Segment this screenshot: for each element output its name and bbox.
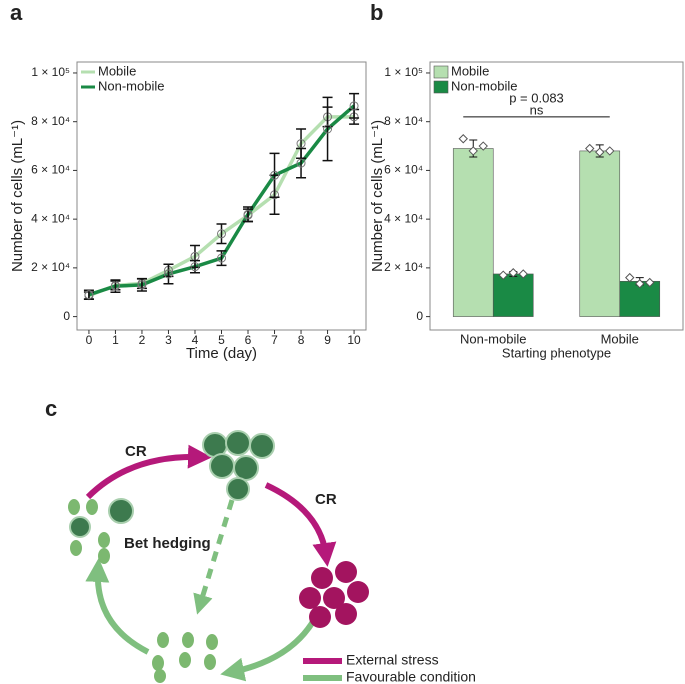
arrow-label: CR xyxy=(315,491,337,508)
x-tick-label: 2 xyxy=(139,333,146,347)
legend-label: External stress xyxy=(346,652,439,668)
y-tick-label: 4 × 10⁴ xyxy=(384,211,423,225)
y-tick-label: 8 × 10⁴ xyxy=(384,114,423,128)
error-bar xyxy=(269,152,280,198)
significance: ns xyxy=(530,102,544,117)
point xyxy=(110,281,120,291)
arrow xyxy=(85,558,150,655)
error-bar xyxy=(322,96,333,162)
replicate xyxy=(478,141,488,151)
arrow xyxy=(85,444,212,500)
replicate xyxy=(635,279,645,289)
error-bar xyxy=(296,147,307,179)
y-tick-label: 2 × 10⁴ xyxy=(384,260,423,274)
replicate xyxy=(508,268,518,278)
point xyxy=(323,124,333,134)
y-axis-title: Number of cells (mL⁻¹) xyxy=(369,120,386,272)
arrow xyxy=(193,499,235,615)
legend-label: Favourable condition xyxy=(346,669,476,684)
x-tick-label: 3 xyxy=(165,333,172,347)
x-tick-label: 7 xyxy=(271,333,278,347)
bar xyxy=(579,150,621,317)
point xyxy=(190,262,200,272)
error-bar xyxy=(349,92,360,119)
point xyxy=(217,253,226,263)
replicate xyxy=(645,277,655,288)
point xyxy=(217,229,226,239)
y-axis-title: Number of cells (mL⁻¹) xyxy=(9,120,26,272)
x-axis-title: Time (day) xyxy=(186,345,257,362)
point xyxy=(296,139,306,149)
arrow xyxy=(220,618,317,682)
line xyxy=(88,104,356,297)
diagram: c CR CR Bet hedging External stress Favo… xyxy=(45,396,476,684)
panel-label: a xyxy=(10,0,23,25)
replicate xyxy=(595,147,605,157)
y-tick-label: 6 × 10⁴ xyxy=(31,163,70,177)
point xyxy=(349,101,359,111)
legend-swatch xyxy=(433,80,449,94)
point xyxy=(296,158,306,168)
plot-frame xyxy=(429,61,684,331)
center-label: Bet hedging xyxy=(124,535,211,552)
annotation: p = 0.083 xyxy=(509,90,564,105)
replicate xyxy=(458,134,468,144)
point xyxy=(163,269,173,279)
x-tick-label: 6 xyxy=(245,333,252,347)
bar xyxy=(452,148,494,317)
arrow-label: CR xyxy=(125,443,147,460)
y-tick-label: 4 × 10⁴ xyxy=(31,211,70,225)
error-bar xyxy=(163,263,174,285)
x-tick-label: 9 xyxy=(324,333,331,347)
arrow xyxy=(264,482,337,567)
y-tick-label: 0 xyxy=(63,309,70,323)
point xyxy=(270,170,280,180)
y-tick-label: 8 × 10⁴ xyxy=(31,114,70,128)
panel-label: c xyxy=(45,396,57,421)
bar xyxy=(492,273,534,317)
y-tick-label: 2 × 10⁴ xyxy=(31,260,70,274)
legend-swatch xyxy=(433,65,449,79)
replicate xyxy=(498,270,508,280)
point xyxy=(243,209,253,219)
cells xyxy=(69,430,275,538)
point xyxy=(137,280,147,290)
error-bar xyxy=(243,206,254,223)
x-tick-label: Mobile xyxy=(601,331,639,346)
legend-label: Non-mobile xyxy=(451,78,517,93)
x-tick-label: Non-mobile xyxy=(460,331,526,346)
y-tick-label: 1 × 10⁵ xyxy=(31,65,70,79)
error-bar xyxy=(216,250,227,267)
replicate xyxy=(518,269,528,279)
cells xyxy=(68,499,218,683)
cells xyxy=(299,561,369,628)
x-tick-label: 4 xyxy=(192,333,199,347)
y-tick-label: 1 × 10⁵ xyxy=(384,65,423,79)
x-tick-label: 10 xyxy=(347,333,361,347)
x-tick-label: 5 xyxy=(218,333,225,347)
replicate xyxy=(605,146,615,156)
legend-label: Non-mobile xyxy=(98,78,164,93)
x-tick-label: 1 xyxy=(112,333,119,347)
replicate xyxy=(625,272,635,283)
panel-label: b xyxy=(370,0,383,25)
replicate xyxy=(585,143,595,154)
legend-label: Mobile xyxy=(451,63,489,78)
legend-label: Mobile xyxy=(98,63,136,78)
x-tick-label: 8 xyxy=(298,333,305,347)
point xyxy=(84,290,94,300)
x-axis-title: Starting phenotype xyxy=(502,345,611,360)
y-tick-label: 0 xyxy=(416,309,423,323)
replicate xyxy=(468,146,478,156)
error-bar xyxy=(216,223,227,245)
x-tick-label: 0 xyxy=(86,333,93,347)
y-tick-label: 6 × 10⁴ xyxy=(384,163,423,177)
